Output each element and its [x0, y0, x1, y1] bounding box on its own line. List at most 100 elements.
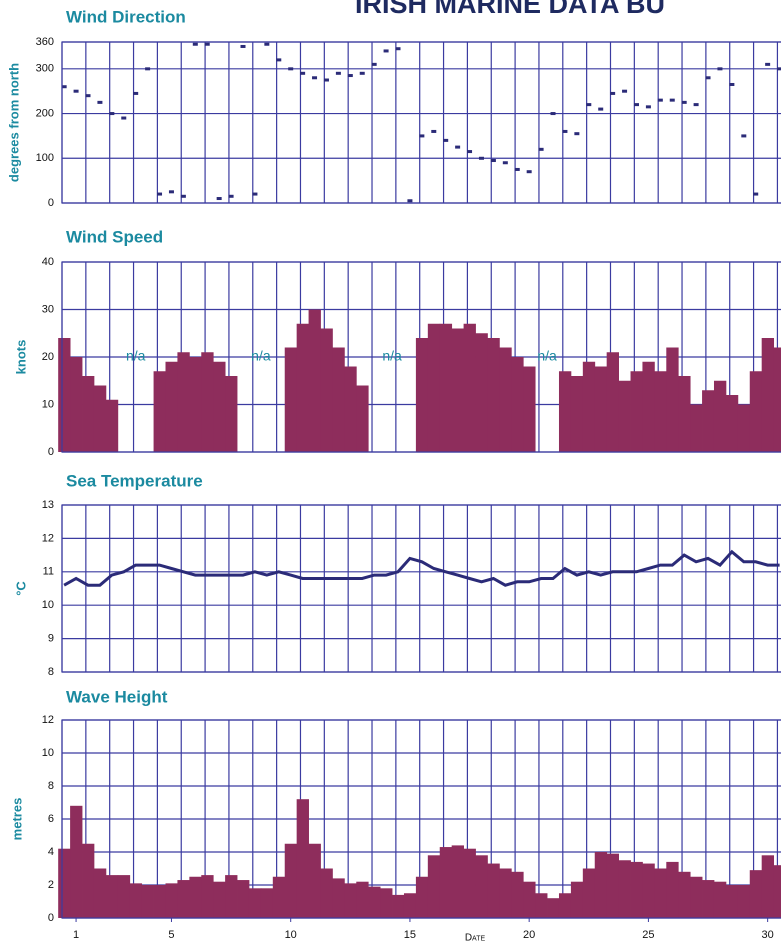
- area-bar: [153, 885, 166, 918]
- area-bar: [594, 852, 608, 918]
- area-bar: [654, 868, 667, 918]
- area-bar: [58, 848, 71, 918]
- y-tick-label: 4: [48, 846, 54, 858]
- area-bar: [153, 371, 166, 452]
- area-bar: [630, 371, 643, 452]
- wind-direction-point: [335, 71, 341, 75]
- area-bar: [594, 366, 608, 452]
- wind-direction-point: [121, 116, 127, 120]
- na-annotation: n/a: [382, 348, 402, 364]
- wind-direction-point: [61, 85, 67, 89]
- area-bar: [713, 380, 727, 452]
- area-bar: [690, 876, 703, 918]
- wind-direction-point: [228, 194, 234, 198]
- wind-direction-point: [610, 91, 616, 95]
- area-bar: [225, 875, 238, 918]
- wind-direction-point: [478, 156, 484, 160]
- area-bar: [737, 885, 751, 918]
- y-tick-label: 10: [42, 747, 54, 759]
- wind-direction-point: [443, 138, 449, 142]
- wind-direction-point: [669, 98, 675, 102]
- wind-direction-point: [514, 167, 520, 171]
- wind-direction-point: [395, 47, 401, 51]
- area-bar: [225, 376, 238, 452]
- area-bar: [630, 861, 643, 918]
- wind-direction-point: [288, 67, 294, 71]
- area-bar: [248, 888, 262, 918]
- page-title: IRISH MARINE DATA BU: [355, 0, 665, 19]
- area-bar: [201, 875, 214, 918]
- wind-direction-point: [85, 94, 91, 98]
- chart-title: Wind Direction: [66, 7, 186, 26]
- area-bar: [487, 863, 500, 918]
- area-bar: [511, 871, 524, 918]
- wind-direction-point: [252, 192, 258, 196]
- area-bar: [201, 352, 214, 452]
- area-bar: [213, 881, 226, 918]
- wind-direction-point: [574, 132, 580, 136]
- wind-direction-point: [133, 91, 139, 95]
- wind-direction-point: [168, 190, 174, 194]
- area-bar: [558, 893, 572, 918]
- area-bar: [332, 878, 345, 918]
- area-bar: [284, 843, 298, 918]
- area-bar: [260, 888, 274, 918]
- y-tick-label: 20: [42, 351, 54, 363]
- x-tick-label: 5: [168, 929, 174, 941]
- y-tick-label: 0: [48, 197, 54, 209]
- area-bar: [189, 357, 202, 452]
- wind-direction-point: [562, 129, 568, 133]
- area-bar: [308, 309, 321, 452]
- wind-direction-point: [192, 42, 198, 46]
- wind-direction-point: [240, 44, 246, 48]
- wind-direction-point: [622, 89, 628, 93]
- area-bar: [749, 371, 763, 452]
- wind-direction-point: [455, 145, 461, 149]
- y-tick-label: 13: [42, 499, 54, 511]
- y-tick-label: 300: [36, 63, 54, 75]
- area-bar: [523, 366, 536, 452]
- area-bar: [761, 338, 775, 452]
- area-bar: [642, 361, 655, 452]
- area-bar: [356, 385, 369, 452]
- x-axis-label: Date: [465, 933, 486, 943]
- y-tick-label: 8: [48, 780, 54, 792]
- wind-direction-point: [490, 159, 496, 163]
- area-bar: [403, 893, 417, 918]
- area-bar: [356, 881, 369, 918]
- area-bar: [296, 323, 309, 452]
- area-bar: [332, 347, 345, 452]
- area-bar: [499, 868, 512, 918]
- area-bar: [105, 399, 119, 452]
- area-bar: [427, 323, 441, 452]
- area-bar: [320, 328, 333, 452]
- wind-direction-point: [97, 100, 103, 104]
- na-annotation: n/a: [537, 348, 557, 364]
- area-bar: [451, 328, 464, 452]
- area-bar: [237, 880, 250, 918]
- wind-direction-point: [109, 112, 115, 116]
- wind-direction-point: [73, 89, 79, 93]
- area-bar: [725, 395, 739, 452]
- chart-title: Wind Speed: [66, 227, 163, 246]
- area-bar: [308, 843, 321, 918]
- x-tick-label: 30: [762, 929, 774, 941]
- chart-title: Wave Height: [66, 687, 168, 706]
- wind-direction-point: [681, 100, 687, 104]
- y-tick-label: 2: [48, 879, 54, 891]
- area-bar: [463, 848, 476, 918]
- area-bar: [654, 371, 667, 452]
- area-bar: [177, 352, 190, 452]
- wind-direction-point: [550, 112, 556, 116]
- wind-direction-point: [216, 197, 222, 201]
- wind-direction-point: [276, 58, 282, 62]
- wind-direction-point: [157, 192, 163, 196]
- area-bar: [773, 347, 781, 452]
- area-bar: [70, 357, 83, 452]
- area-bar: [725, 885, 739, 918]
- area-bar: [380, 888, 393, 918]
- area-bar: [451, 845, 464, 918]
- wind-direction-point: [645, 105, 651, 109]
- y-tick-label: 200: [36, 107, 54, 119]
